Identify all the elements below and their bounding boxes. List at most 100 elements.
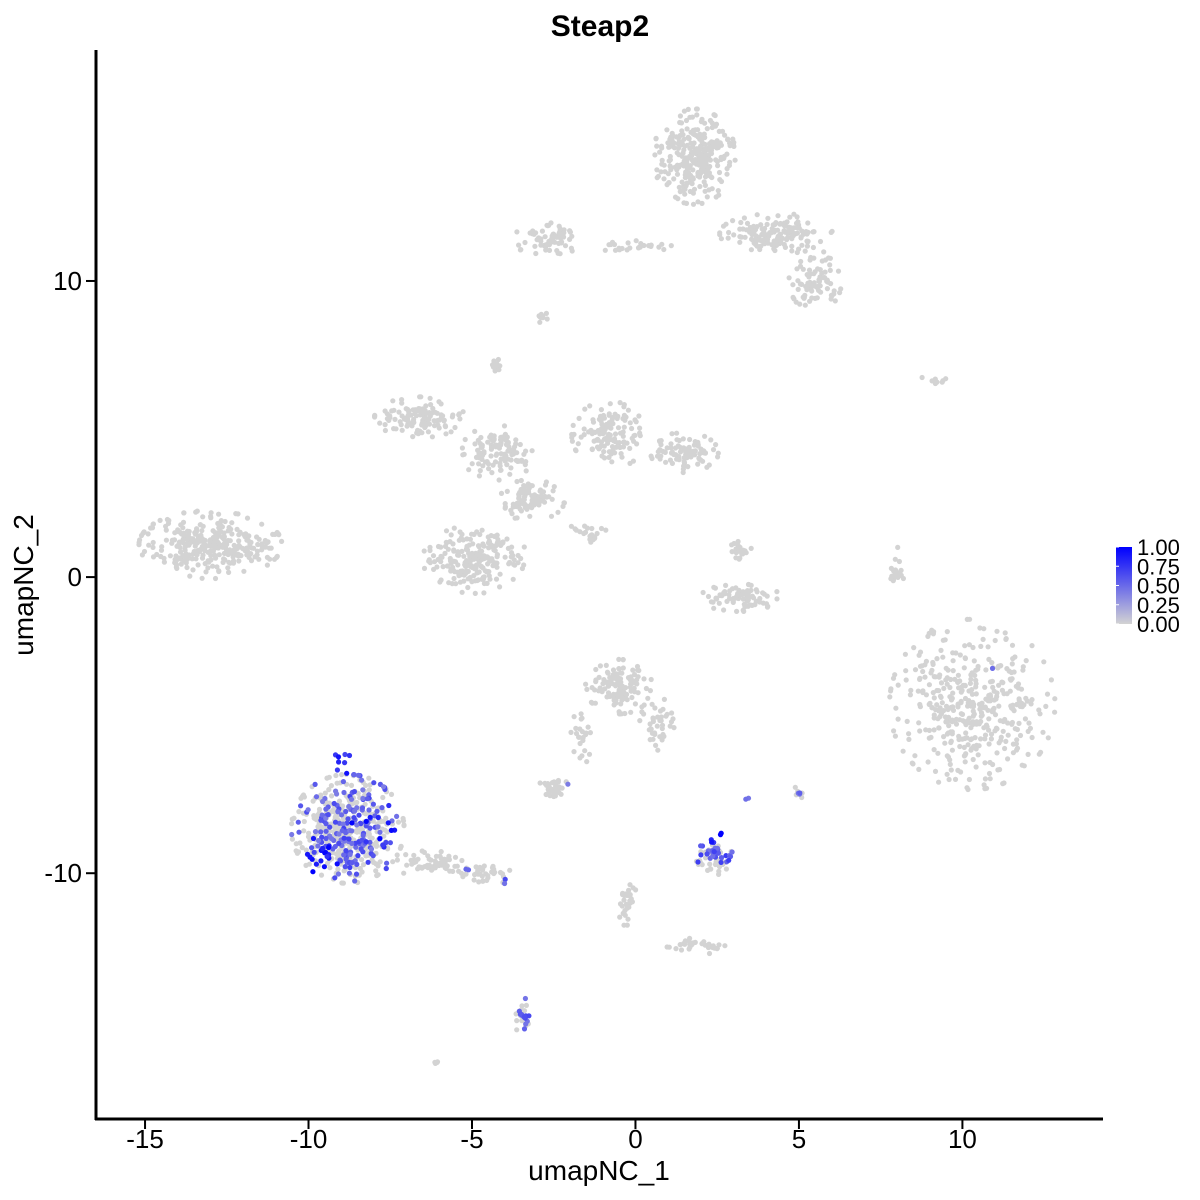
cell-point xyxy=(578,434,584,440)
cell-point xyxy=(1009,661,1015,667)
cell-point xyxy=(181,510,187,516)
cell-point xyxy=(900,748,906,754)
cell-point xyxy=(972,672,978,679)
cell-point xyxy=(794,225,801,231)
cell-point xyxy=(451,575,457,582)
cell-point xyxy=(964,616,970,623)
cell-point xyxy=(413,859,419,865)
cell-point xyxy=(661,176,667,182)
cell-point xyxy=(632,701,639,707)
expressing-cell-point xyxy=(521,1026,528,1032)
cell-point xyxy=(399,427,405,433)
expressing-cell-point xyxy=(349,860,355,866)
legend-label: 0.25 xyxy=(1137,593,1180,618)
cell-point xyxy=(1002,745,1008,752)
cell-point xyxy=(671,140,677,146)
cell-point xyxy=(1000,728,1006,734)
cell-point xyxy=(835,268,842,274)
cell-point xyxy=(635,245,642,251)
cell-point xyxy=(693,106,700,112)
cell-point xyxy=(934,656,940,662)
cell-point xyxy=(212,575,219,582)
cell-point xyxy=(477,552,483,559)
cell-point xyxy=(476,461,482,467)
expressing-cell-point xyxy=(380,784,387,790)
cell-point xyxy=(987,679,994,685)
cell-point xyxy=(498,451,504,457)
cell-point xyxy=(682,191,688,197)
cell-point xyxy=(1006,668,1012,674)
cell-point xyxy=(606,420,612,426)
expressing-cell-point xyxy=(359,805,366,811)
cell-point xyxy=(978,736,984,742)
cell-point xyxy=(681,455,687,461)
cell-point xyxy=(938,680,945,686)
cell-point xyxy=(609,459,615,465)
cell-point xyxy=(1016,720,1022,727)
cell-point xyxy=(488,445,495,451)
cell-point xyxy=(799,242,805,248)
cell-point xyxy=(804,243,811,249)
cell-point xyxy=(768,230,774,236)
cell-point xyxy=(163,537,169,543)
expressing-cell-point xyxy=(342,760,348,766)
cell-point xyxy=(977,706,983,712)
cell-point xyxy=(163,523,169,529)
cell-point xyxy=(438,849,444,855)
expressing-cell-point xyxy=(335,809,341,815)
cell-point xyxy=(172,530,178,536)
expressing-cell-point xyxy=(339,812,345,818)
cell-point xyxy=(577,740,583,747)
cell-point xyxy=(456,573,462,579)
cell-point xyxy=(916,720,922,726)
cell-point xyxy=(730,136,736,142)
cell-point xyxy=(600,412,607,419)
cell-point xyxy=(450,412,456,418)
cell-point xyxy=(831,291,837,297)
cell-point xyxy=(451,525,457,531)
cell-point xyxy=(554,248,560,254)
cell-point xyxy=(599,453,605,459)
cell-point xyxy=(761,232,767,238)
cell-point xyxy=(963,722,969,728)
cell-point xyxy=(717,140,723,146)
cell-point xyxy=(550,235,556,241)
cell-point xyxy=(667,723,673,729)
cell-point xyxy=(400,815,406,822)
cell-point xyxy=(573,725,579,732)
cell-point xyxy=(545,781,551,787)
cell-point xyxy=(546,247,553,253)
cell-point xyxy=(715,163,721,169)
expressing-cell-point xyxy=(326,844,332,851)
cell-point xyxy=(910,761,916,767)
cell-point xyxy=(991,688,997,694)
expressing-cell-point xyxy=(375,824,381,830)
cell-point xyxy=(613,444,619,450)
cell-point xyxy=(811,271,817,277)
cell-point xyxy=(981,626,987,632)
cell-point xyxy=(887,694,893,700)
cell-point xyxy=(406,410,412,416)
cell-point xyxy=(366,831,372,837)
cell-point xyxy=(931,727,937,733)
expressing-cell-point xyxy=(360,787,366,793)
cell-point xyxy=(482,568,488,574)
cell-point xyxy=(222,557,228,563)
cell-point xyxy=(502,554,508,560)
cell-point xyxy=(1014,737,1020,743)
cell-point xyxy=(606,411,612,417)
cell-point xyxy=(970,644,976,651)
cell-point xyxy=(448,429,454,435)
cell-point xyxy=(965,786,971,793)
expressing-cell-point xyxy=(343,808,349,815)
cell-point xyxy=(596,446,602,452)
cell-point xyxy=(724,166,730,172)
cell-point xyxy=(790,233,796,239)
expressing-cell-point xyxy=(502,880,508,887)
cell-point xyxy=(950,650,956,656)
cell-point xyxy=(447,558,454,564)
cell-point xyxy=(702,141,708,147)
expressing-cell-point xyxy=(347,851,353,858)
cell-point xyxy=(567,229,574,235)
cell-point xyxy=(264,562,270,568)
